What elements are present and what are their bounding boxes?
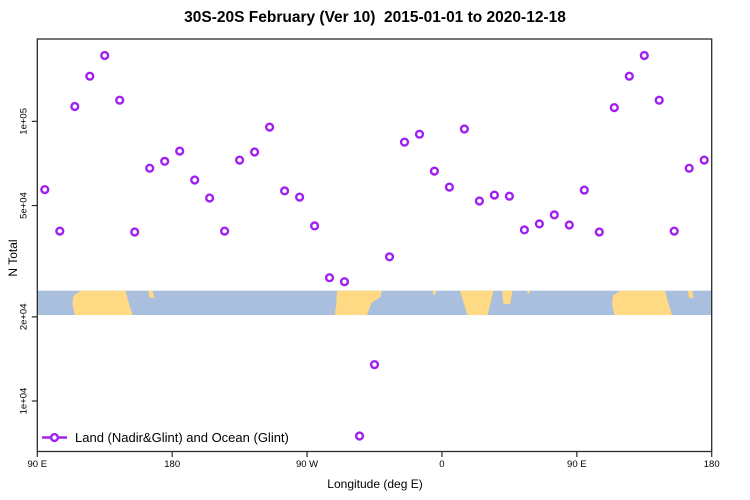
data-point: [295, 192, 305, 202]
data-point: [459, 124, 470, 134]
data-point: [205, 193, 215, 203]
map-land-australia: [72, 290, 133, 315]
data-point: [70, 101, 80, 112]
data-point: [504, 191, 515, 201]
data-point: [474, 196, 485, 206]
data-point: [519, 225, 530, 235]
map-land-new-caledonia-wrap: [687, 290, 694, 298]
x-axis-title: Longitude (deg E): [327, 477, 423, 491]
map-land-mauritius: [527, 290, 530, 294]
data-point: [145, 163, 155, 173]
data-point: [130, 227, 140, 237]
data-point: [624, 71, 634, 81]
data-point: [85, 71, 95, 81]
map-land-africa: [459, 290, 494, 315]
data-point: [339, 277, 350, 287]
data-point: [160, 156, 170, 166]
data-point: [235, 155, 245, 165]
x-tick-label: 90 W: [296, 459, 318, 470]
data-point: [489, 190, 500, 200]
data-point: [220, 226, 230, 236]
x-tick-label: 0: [439, 459, 444, 470]
data-point: [310, 221, 320, 231]
data-point: [699, 155, 709, 165]
data-point: [669, 226, 679, 236]
data-point: [280, 186, 290, 196]
data-point: [414, 129, 425, 139]
y-tick-label: 5e+04: [18, 192, 29, 219]
data-point: [429, 166, 440, 176]
data-point: [324, 273, 335, 283]
data-point: [549, 210, 559, 220]
data-point: [609, 102, 619, 113]
data-point: [40, 185, 50, 195]
x-tick-label: 90 E: [28, 459, 48, 470]
map-land-south-america: [334, 290, 382, 315]
plot-border: [36, 38, 713, 453]
data-point: [190, 175, 200, 185]
data-point: [384, 252, 395, 262]
chart-title: 30S-20S February (Ver 10) 2015-01-01 to …: [184, 9, 566, 26]
data-point: [369, 360, 380, 370]
y-tick-label: 1e+04: [18, 388, 29, 415]
data-point: [579, 185, 589, 195]
x-tick-label: 90 E: [567, 459, 587, 470]
data-point: [250, 147, 260, 157]
data-point: [265, 122, 275, 132]
data-point: [444, 182, 455, 192]
data-point: [100, 50, 110, 61]
data-point: [639, 50, 649, 61]
data-point: [115, 95, 125, 105]
data-point: [175, 146, 185, 156]
legend-marker: [49, 432, 60, 443]
data-point: [684, 163, 694, 173]
x-tick-label: 180: [164, 459, 180, 470]
y-tick-label: 2e+04: [18, 303, 29, 330]
data-point: [654, 95, 664, 105]
map-land-australia-wrap: [612, 290, 672, 315]
data-point: [354, 431, 365, 441]
data-point: [594, 227, 604, 237]
x-tick-label: 180: [704, 459, 720, 470]
data-point: [55, 226, 65, 236]
y-axis-title: N Total: [6, 239, 20, 277]
data-point: [534, 219, 545, 229]
map-land-madagascar: [501, 290, 513, 305]
data-point: [564, 220, 574, 230]
data-point: [399, 137, 410, 147]
map-land-new-caledonia: [148, 290, 155, 298]
y-tick-label: 1e+05: [18, 108, 29, 135]
legend-label: Land (Nadir&Glint) and Ocean (Glint): [75, 430, 289, 445]
map-land-tonga: [432, 290, 436, 295]
